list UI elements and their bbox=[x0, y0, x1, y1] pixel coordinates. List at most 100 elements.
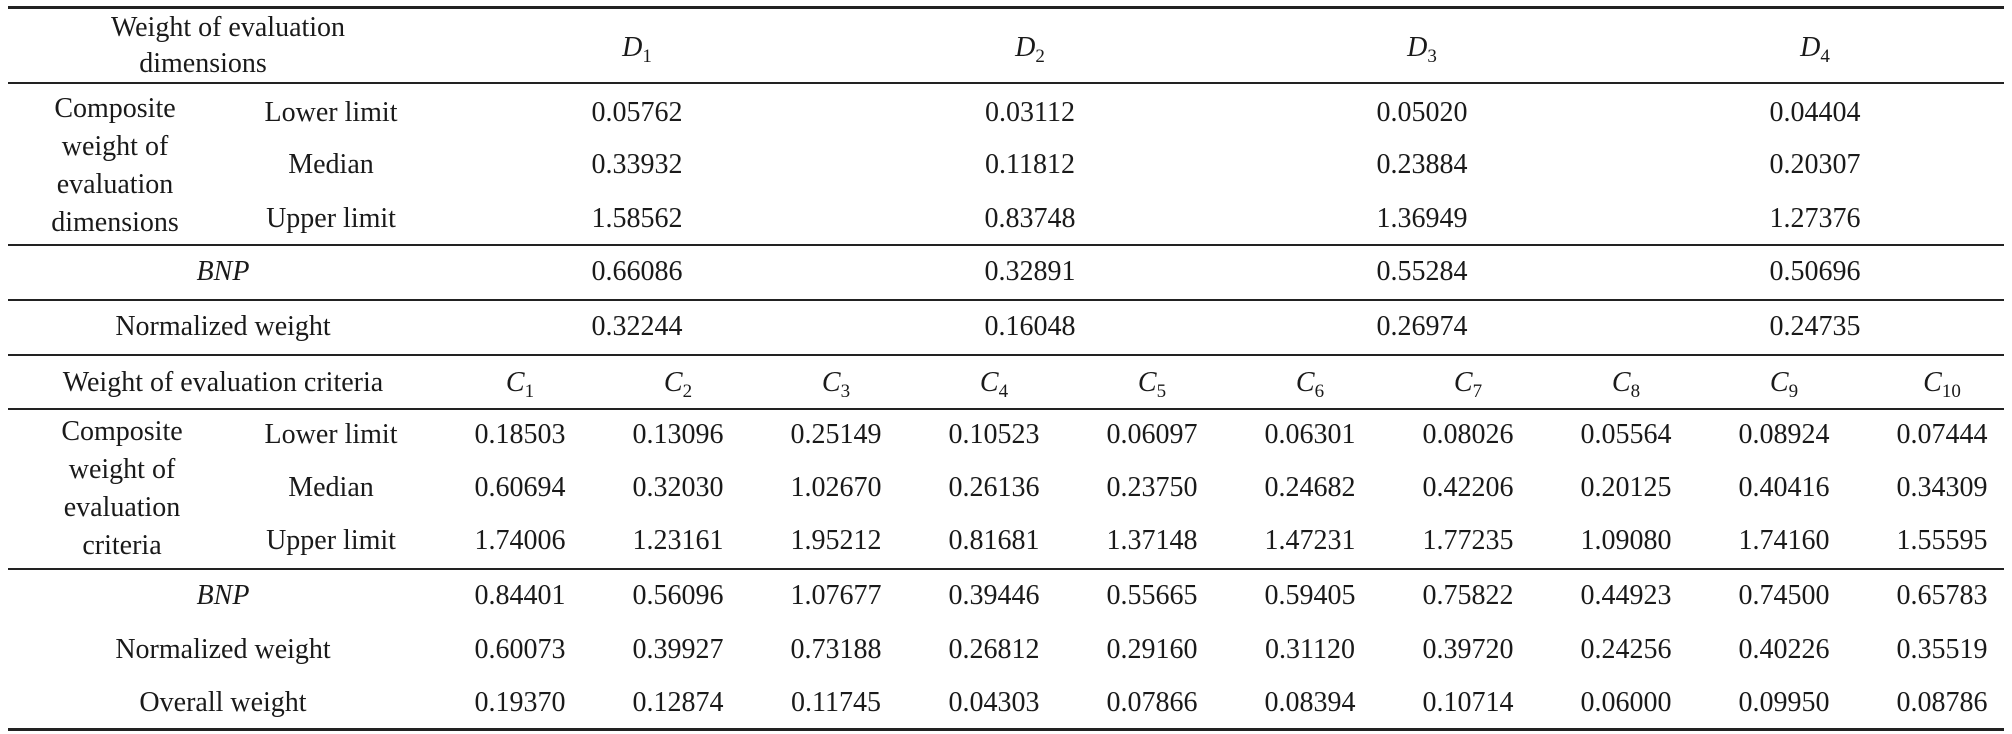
cell: 0.59405 bbox=[1264, 580, 1356, 611]
cell: 0.50696 bbox=[1769, 256, 1861, 287]
cell: 0.20125 bbox=[1580, 472, 1672, 503]
cell: 0.26136 bbox=[948, 472, 1040, 503]
cell: 0.05762 bbox=[591, 97, 683, 128]
cell: 0.04303 bbox=[948, 687, 1040, 718]
crit-header-c3: C3 bbox=[821, 367, 851, 402]
cell: 0.23750 bbox=[1106, 472, 1198, 503]
cell: 0.60694 bbox=[474, 472, 566, 503]
cell: 0.18503 bbox=[474, 419, 566, 450]
cell: 0.75822 bbox=[1422, 580, 1514, 611]
cell: 0.29160 bbox=[1106, 634, 1198, 665]
cell: 0.23884 bbox=[1376, 149, 1468, 180]
rule-after-dim-normalized bbox=[8, 354, 2004, 356]
cell: 1.02670 bbox=[790, 472, 882, 503]
cell: 0.09950 bbox=[1738, 687, 1830, 718]
cell: 0.39446 bbox=[948, 580, 1040, 611]
crit-header-c5: C5 bbox=[1137, 367, 1167, 402]
cell: 0.07444 bbox=[1896, 419, 1988, 450]
table-bottom-rule bbox=[8, 728, 2004, 731]
cell: 0.74500 bbox=[1738, 580, 1830, 611]
dim-header-d2: D2 bbox=[1015, 32, 1045, 67]
dim-header-d1: D1 bbox=[622, 32, 652, 67]
cell: 0.08786 bbox=[1896, 687, 1988, 718]
row-label: Lower limit bbox=[264, 419, 398, 450]
crit-header-c1: C1 bbox=[505, 367, 535, 402]
cell: 0.13096 bbox=[632, 419, 724, 450]
cell: 0.11812 bbox=[985, 149, 1075, 180]
cell: 0.34309 bbox=[1896, 472, 1988, 503]
rule-after-dim-bnp bbox=[8, 299, 2004, 301]
cell: 0.66086 bbox=[591, 256, 683, 287]
cell: 1.47231 bbox=[1264, 525, 1356, 556]
crit-header-c9: C9 bbox=[1769, 367, 1799, 402]
crit-header-c2: C2 bbox=[663, 367, 693, 402]
cell: 1.37148 bbox=[1106, 525, 1198, 556]
cell: 1.07677 bbox=[790, 580, 882, 611]
cell: 0.19370 bbox=[474, 687, 566, 718]
row-label: Lower limit bbox=[264, 97, 398, 128]
crit-header-c8: C8 bbox=[1611, 367, 1641, 402]
cell: 0.24682 bbox=[1264, 472, 1356, 503]
cell: 0.55284 bbox=[1376, 256, 1468, 287]
crit-header-c4: C4 bbox=[979, 367, 1009, 402]
dim-header-label: Weight of evaluation dimensions bbox=[110, 12, 346, 79]
row-label: Normalized weight bbox=[115, 311, 331, 342]
crit-header-c6: C6 bbox=[1295, 367, 1325, 402]
cell: 1.23161 bbox=[632, 525, 724, 556]
row-label: Normalized weight bbox=[115, 634, 331, 665]
cell: 0.26812 bbox=[948, 634, 1040, 665]
cell: 0.65783 bbox=[1896, 580, 1988, 611]
rule-after-crit-composite bbox=[8, 568, 2004, 570]
cell: 0.31120 bbox=[1265, 634, 1355, 665]
cell: 0.06097 bbox=[1106, 419, 1198, 450]
cell: 0.12874 bbox=[632, 687, 724, 718]
cell: 0.20307 bbox=[1769, 149, 1861, 180]
cell: 0.10714 bbox=[1422, 687, 1514, 718]
crit-header-label: Weight of evaluation criteria bbox=[62, 367, 384, 398]
row-label: Median bbox=[288, 472, 374, 503]
cell: 0.39927 bbox=[632, 634, 724, 665]
crit-header-c7: C7 bbox=[1453, 367, 1483, 402]
rule-after-crit-header bbox=[8, 408, 2004, 410]
cell: 0.44923 bbox=[1580, 580, 1672, 611]
dim-composite-group-label: Composite weight of evaluation dimension… bbox=[51, 93, 179, 238]
cell: 0.81681 bbox=[948, 525, 1040, 556]
cell: 0.25149 bbox=[790, 419, 882, 450]
cell: 0.10523 bbox=[948, 419, 1040, 450]
cell: 1.95212 bbox=[790, 525, 882, 556]
row-label: Upper limit bbox=[266, 203, 396, 234]
cell: 0.16048 bbox=[984, 311, 1076, 342]
cell: 0.40416 bbox=[1738, 472, 1830, 503]
cell: 0.33932 bbox=[591, 149, 683, 180]
crit-header-c10: C10 bbox=[1923, 367, 1961, 402]
cell: 1.77235 bbox=[1422, 525, 1514, 556]
row-label: BNP bbox=[196, 580, 250, 611]
cell: 0.26974 bbox=[1376, 311, 1468, 342]
cell: 1.74006 bbox=[474, 525, 566, 556]
cell: 1.36949 bbox=[1376, 203, 1468, 234]
cell: 0.55665 bbox=[1106, 580, 1198, 611]
cell: 0.42206 bbox=[1422, 472, 1514, 503]
cell: 0.06301 bbox=[1264, 419, 1356, 450]
cell: 0.08026 bbox=[1422, 419, 1514, 450]
cell: 0.11745 bbox=[791, 687, 881, 718]
cell: 1.74160 bbox=[1738, 525, 1830, 556]
cell: 0.40226 bbox=[1738, 634, 1830, 665]
cell: 0.39720 bbox=[1422, 634, 1514, 665]
row-label: Overall weight bbox=[139, 687, 307, 718]
cell: 0.05564 bbox=[1580, 419, 1672, 450]
cell: 0.03112 bbox=[985, 97, 1075, 128]
cell: 0.06000 bbox=[1580, 687, 1672, 718]
cell: 0.32891 bbox=[984, 256, 1076, 287]
rule-after-dim-composite bbox=[8, 244, 2004, 246]
cell: 0.73188 bbox=[790, 634, 882, 665]
row-label: BNP bbox=[196, 256, 250, 287]
crit-composite-group-label: Composite weight of evaluation criteria bbox=[61, 416, 183, 561]
cell: 1.09080 bbox=[1580, 525, 1672, 556]
cell: 0.08924 bbox=[1738, 419, 1830, 450]
cell: 0.04404 bbox=[1769, 97, 1861, 128]
cell: 0.05020 bbox=[1376, 97, 1468, 128]
cell: 0.08394 bbox=[1264, 687, 1356, 718]
cell: 0.32030 bbox=[632, 472, 724, 503]
cell: 0.07866 bbox=[1106, 687, 1198, 718]
